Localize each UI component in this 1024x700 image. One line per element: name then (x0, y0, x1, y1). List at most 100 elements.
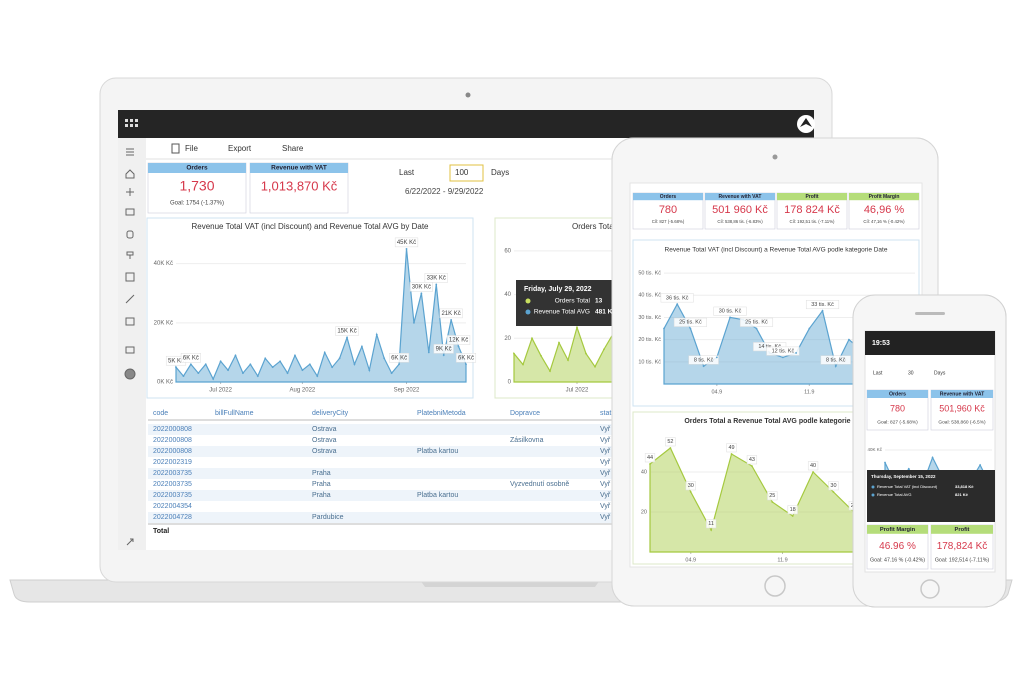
point (420, 292, 423, 295)
card-goal: Cíl: 827 (-5.68%) (652, 219, 685, 224)
phone-home[interactable] (920, 579, 940, 599)
point (649, 463, 651, 465)
nav-icons (124, 148, 136, 546)
phone-status-bar (865, 331, 995, 355)
column-header[interactable]: deliveryCity (312, 410, 349, 417)
x-tick-label: Sep 2022 (394, 388, 420, 394)
column-header[interactable]: Dopravce (510, 410, 540, 417)
data-label: 6K Kč (183, 355, 199, 361)
point (907, 467, 910, 470)
card-title: Revenue with VAT (719, 194, 762, 200)
point (413, 321, 415, 324)
data-label-bg (394, 237, 419, 248)
y-tick-label: 40 (641, 469, 647, 475)
point (316, 375, 319, 377)
column-header[interactable]: code (153, 410, 168, 417)
point (360, 345, 363, 348)
tablet-home[interactable] (764, 575, 786, 597)
point (832, 491, 835, 493)
x-tick-label: Jul 2022 (209, 388, 232, 394)
table-cell: Platba kartou (417, 448, 458, 455)
data-label: 43 (749, 457, 755, 463)
file-menu[interactable]: File (185, 144, 198, 153)
table-row-bg (148, 424, 612, 435)
point (368, 369, 371, 372)
column-header[interactable]: stat (600, 410, 611, 417)
tooltip-value: 481 K (595, 309, 613, 316)
share-button[interactable]: Share (282, 144, 304, 153)
point (702, 365, 705, 368)
card-value: 46.96 % (879, 541, 916, 552)
chart-frame (146, 217, 474, 399)
column-header[interactable]: billFullName (215, 410, 254, 417)
point (558, 341, 560, 344)
data-label: 25 tis. Kč (679, 320, 702, 326)
tooltip-label: Revenue Total AVG (877, 492, 912, 497)
y-tick-label: 50 tis. Kč (638, 271, 661, 277)
point (249, 363, 252, 366)
point (755, 327, 758, 330)
point (346, 336, 348, 339)
filter-mode[interactable]: Last (873, 370, 883, 376)
data-label-bg (665, 437, 676, 447)
card-title: Profit Margin (869, 194, 900, 200)
filter-mode[interactable]: Last (399, 168, 415, 177)
table-cell: Vyř (600, 448, 611, 455)
table-cell: 2022003735 (153, 470, 192, 477)
table-cell: 2022003735 (153, 492, 192, 499)
table-cell: Vyř (600, 470, 611, 477)
table-cell: Vyř (600, 492, 611, 499)
data-label: 8 tis. Kč (826, 357, 846, 363)
y-tick-label: 40 tis. Kč (638, 293, 661, 299)
card-value: 178,824 Kč (937, 541, 988, 552)
card-value: 1,730 (179, 178, 214, 194)
filter-count[interactable]: 100 (455, 168, 469, 177)
point (175, 366, 177, 369)
card-goal: Cíl: 47,16 % (-0.42%) (863, 219, 905, 224)
card-title: Profit (805, 194, 818, 200)
point (383, 357, 386, 360)
card-title-bar (777, 193, 847, 201)
table-total: Total (153, 528, 169, 535)
card-title-bar (148, 163, 246, 173)
data-label: 40 (810, 463, 816, 469)
data-label-bg (688, 355, 719, 365)
point (308, 363, 311, 366)
tooltip-value: 33,818 Kč (955, 484, 974, 489)
point (522, 363, 524, 366)
card-title: Orders (889, 391, 906, 397)
column-header[interactable]: PlatebniMetoda (417, 410, 466, 417)
phone-speaker (915, 312, 945, 315)
data-label-bg (446, 335, 471, 345)
point (450, 318, 453, 321)
card-title: Revenue with VAT (271, 165, 327, 172)
data-label: 25 (769, 493, 775, 499)
table-cell: 2022004354 (153, 503, 192, 510)
card-title-bar (931, 525, 993, 534)
point (197, 372, 200, 375)
point (663, 327, 665, 330)
filter-count[interactable]: 30 (908, 370, 914, 376)
card-value: 780 (890, 404, 905, 414)
card-title: Orders (186, 165, 208, 172)
data-label-bg (335, 326, 359, 336)
export-menu[interactable]: Export (228, 144, 252, 153)
card-value: 46,96 % (864, 204, 905, 216)
table-cell: 2022004728 (153, 514, 192, 521)
point (227, 369, 229, 372)
x-tick-label: 11.9 (804, 389, 814, 395)
data-label: 30K Kč (412, 284, 431, 290)
point (531, 337, 533, 340)
point (603, 348, 605, 351)
data-label: 33 tis. Kč (811, 302, 834, 308)
card-title-bar (250, 163, 348, 173)
filter-unit[interactable]: Days (491, 168, 509, 177)
y-tick-label: 10 tis. Kč (638, 359, 661, 365)
table-cell: Ostrava (312, 437, 337, 444)
point (715, 356, 718, 359)
point (848, 338, 850, 341)
filter-unit[interactable]: Days (934, 370, 946, 376)
data-label: 36 tis. Kč (666, 295, 689, 301)
point (791, 515, 794, 517)
tablet-camera (772, 154, 778, 160)
